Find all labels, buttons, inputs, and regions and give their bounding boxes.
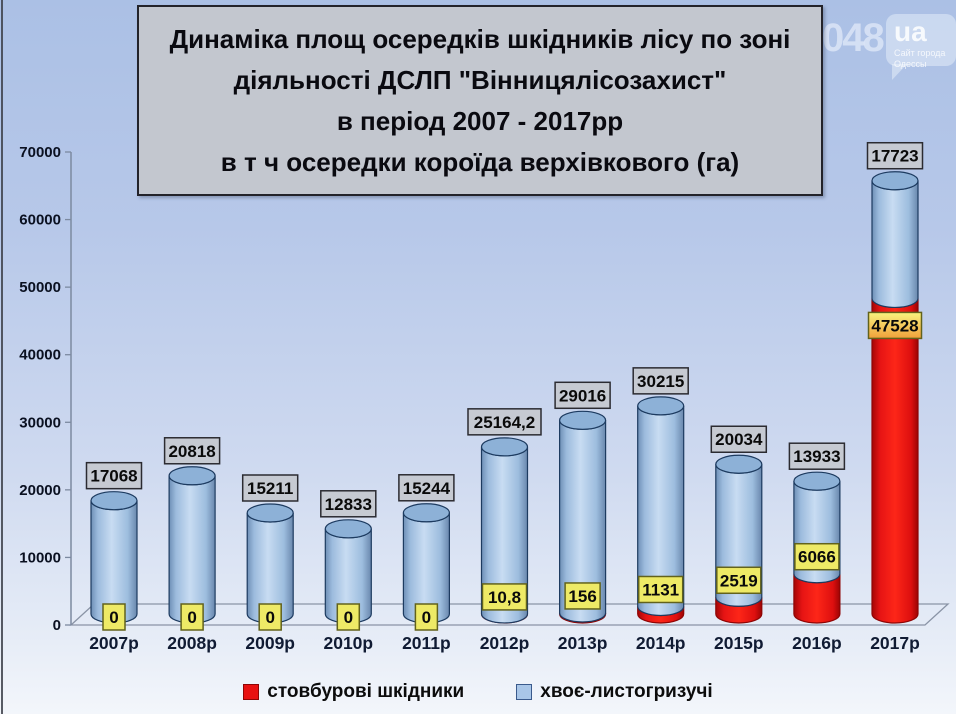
label-stem-2011р: 0 bbox=[422, 608, 431, 627]
y-axis-tick-label: 60000 bbox=[19, 212, 61, 229]
label-foliage-2017р: 17723 bbox=[871, 147, 918, 166]
x-axis-label-2015р: 2015р bbox=[714, 633, 764, 653]
label-foliage-2011р: 15244 bbox=[403, 479, 451, 498]
label-stem-2017р: 47528 bbox=[871, 316, 918, 335]
x-axis-label-2012р: 2012р bbox=[480, 633, 530, 653]
legend-swatch-blue-icon bbox=[516, 684, 532, 700]
bar-2007р-top bbox=[91, 492, 137, 510]
bar-2008р-foliage-segment bbox=[169, 476, 215, 623]
label-stem-2009р: 0 bbox=[265, 608, 274, 627]
x-axis-label-2016р: 2016р bbox=[792, 633, 842, 653]
x-axis-label-2017р: 2017р bbox=[870, 633, 920, 653]
label-foliage-2013р: 29016 bbox=[559, 386, 606, 405]
label-stem-2007р: 0 bbox=[109, 608, 118, 627]
legend-label-stem-pests: стовбурові шкідники bbox=[267, 681, 464, 703]
bar-2016р-top bbox=[794, 472, 840, 490]
label-foliage-2012р: 25164,2 bbox=[474, 413, 535, 432]
label-stem-2010р: 0 bbox=[344, 608, 353, 627]
bar-2013р-top bbox=[560, 411, 606, 429]
y-axis-tick-label: 30000 bbox=[19, 414, 61, 431]
slide-canvas: 048 ua Сайт города Одессы Динаміка площ … bbox=[0, 0, 956, 714]
legend-item-stem-pests: стовбурові шкідники bbox=[243, 681, 464, 703]
bar-2008р-top bbox=[169, 467, 215, 485]
x-axis-label-2011р: 2011р bbox=[402, 633, 451, 653]
x-axis-label-2007р: 2007р bbox=[89, 633, 139, 653]
label-foliage-2008р: 20818 bbox=[168, 442, 215, 461]
y-axis-tick-label: 20000 bbox=[19, 482, 61, 499]
label-stem-2013р: 156 bbox=[568, 587, 596, 606]
label-stem-2014р: 1131 bbox=[642, 580, 679, 599]
bar-2014р-top bbox=[638, 397, 684, 415]
x-axis-label-2009р: 2009р bbox=[245, 633, 295, 653]
y-axis-tick-label: 50000 bbox=[19, 279, 61, 296]
y-axis-tick-label: 10000 bbox=[19, 549, 61, 566]
label-foliage-2009р: 15211 bbox=[247, 479, 293, 498]
bar-2017р-stem-segment bbox=[872, 298, 918, 623]
x-axis-label-2013р: 2013р bbox=[558, 633, 608, 653]
bar-2010р-top bbox=[325, 520, 371, 538]
y-axis-tick-label: 70000 bbox=[19, 144, 61, 161]
label-foliage-2015р: 20034 bbox=[715, 430, 763, 449]
chart-plot: 0 10000 20000 30000 40000 50000 60000 70000 1706… bbox=[0, 0, 956, 714]
label-foliage-2007р: 17068 bbox=[90, 467, 137, 486]
bar-2015р-top bbox=[716, 455, 762, 473]
label-foliage-2014р: 30215 bbox=[637, 372, 684, 391]
x-axis-label-2008р: 2008р bbox=[167, 633, 217, 653]
bar-2011р-top bbox=[403, 504, 449, 522]
bar-2017р-foliage-segment bbox=[872, 181, 918, 308]
legend-item-foliage-pests: хвоє-листогризучі bbox=[516, 681, 712, 703]
bar-2012р-top bbox=[482, 438, 528, 456]
legend-label-foliage-pests: хвоє-листогризучі bbox=[540, 681, 712, 703]
bar-2009р-top bbox=[247, 504, 293, 522]
chart-legend: стовбурові шкідники хвоє-листогризучі bbox=[0, 680, 956, 704]
legend-swatch-red-icon bbox=[243, 684, 259, 700]
label-foliage-2016р: 13933 bbox=[793, 447, 840, 466]
y-axis-tick-label: 0 bbox=[53, 617, 61, 634]
label-foliage-2010р: 12833 bbox=[325, 495, 372, 514]
x-axis-label-2014р: 2014р bbox=[636, 633, 686, 653]
label-stem-2008р: 0 bbox=[187, 608, 196, 627]
bar-2017р-top bbox=[872, 172, 918, 190]
label-stem-2015р: 2519 bbox=[720, 571, 758, 590]
x-axis-label-2010р: 2010р bbox=[323, 633, 373, 653]
label-stem-2012р: 10,8 bbox=[488, 588, 521, 607]
label-stem-2016р: 6066 bbox=[798, 548, 836, 567]
y-axis-tick-label: 40000 bbox=[19, 347, 61, 364]
